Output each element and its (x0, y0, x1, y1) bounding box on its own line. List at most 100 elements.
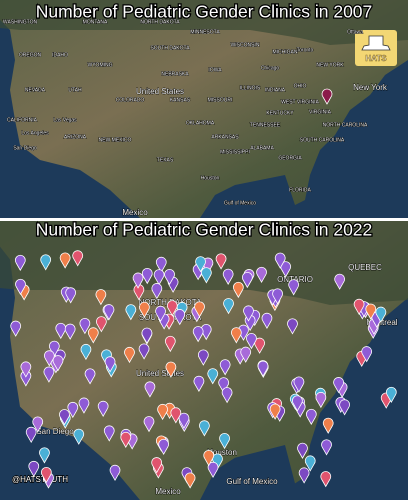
clinic-pin (141, 327, 153, 344)
place-label: MINNESOTA (190, 29, 220, 35)
place-label: NEVADA (25, 87, 46, 93)
place-label: VIRGINIA (309, 109, 332, 115)
clinic-pin (178, 412, 190, 429)
clinic-pin (219, 359, 231, 376)
clinic-pin (232, 281, 244, 299)
clinic-pin (254, 337, 265, 354)
clinic-pin (43, 366, 55, 383)
clinic-pin (218, 377, 230, 394)
clinic-pin (73, 428, 85, 445)
place-label: Los Angeles (21, 130, 49, 136)
place-label: INDIANA (265, 87, 286, 93)
clinic-pin (155, 305, 166, 322)
clinic-pin (84, 368, 96, 385)
clinic-pin (67, 401, 79, 419)
clinic-pin (269, 403, 281, 420)
clinic-pin (79, 318, 91, 335)
clinic-pin (184, 472, 196, 489)
clinic-pin (321, 439, 332, 456)
place-label: WISCONSIN (231, 42, 260, 48)
place-label: SOUTH DAKOTA (150, 45, 190, 51)
clinic-pin (87, 327, 99, 344)
clinic-pin (274, 252, 286, 269)
clinic-pin (48, 340, 60, 357)
place-label: OHIO (294, 83, 307, 89)
clinic-pin (293, 376, 305, 393)
clinic-pin (120, 431, 132, 449)
place-label: COLORADO (116, 97, 145, 103)
place-label: NORTH DAKOTA (140, 19, 180, 25)
place-label: FLORIDA (289, 187, 311, 193)
clinic-pin (109, 464, 121, 482)
place-label: Houston (201, 175, 220, 181)
clinic-pin (14, 254, 26, 272)
clinic-pin (52, 355, 64, 372)
clinic-pin (170, 407, 182, 424)
clinic-pin (223, 298, 234, 315)
clinic-pin (25, 426, 37, 443)
clinic-pin (272, 288, 283, 305)
clinic-pin (375, 306, 387, 323)
place-label: Toronto (297, 47, 314, 53)
clinic-pin (155, 256, 167, 273)
place-label: Mexico (122, 208, 148, 217)
clinic-pin (28, 460, 40, 478)
clinic-pin (124, 346, 135, 364)
place-label: United States (136, 87, 184, 96)
place-label: Montreal (366, 318, 397, 327)
clinic-pin (197, 349, 209, 366)
place-label: MISSISSIPPI (220, 149, 250, 155)
place-label: KANSAS (170, 97, 191, 103)
clinic-pin (144, 381, 156, 398)
clinic-pin (39, 447, 50, 464)
logo: HATS (355, 30, 397, 66)
clinic-pin (297, 442, 308, 459)
panel-title: Number of Pediatric Gender Clinics in 20… (36, 220, 373, 240)
panel-title: Number of Pediatric Gender Clinics in 20… (36, 2, 373, 22)
place-label: UTAH (68, 87, 82, 93)
place-label: Gulf of Mexico (226, 477, 278, 486)
clinic-pin (151, 457, 163, 474)
place-label: NEW MEXICO (99, 137, 132, 143)
clinic-pin (201, 267, 212, 284)
clinic-pin (20, 361, 32, 378)
clinic-pin (138, 343, 150, 360)
clinic-pin (256, 266, 267, 284)
clinic-pin (365, 303, 377, 320)
clinic-pin (240, 346, 252, 363)
clinic-pin (95, 289, 107, 306)
clinic-pin (104, 356, 116, 373)
clinic-pin (292, 395, 303, 412)
place-label: GEORGIA (278, 155, 302, 161)
clinic-pin (207, 461, 219, 479)
clinic-pin (194, 301, 205, 318)
place-label: ARIZONA (64, 134, 87, 140)
clinic-pin (246, 332, 257, 350)
place-label: San Diego (13, 145, 37, 151)
clinic-pin (95, 316, 107, 333)
clinic-pin (139, 301, 150, 318)
clinic-pin (174, 309, 186, 326)
place-label: KENTUCKY (266, 110, 294, 116)
place-label: Gulf of Mexico (224, 200, 256, 206)
place-label: OREGON (19, 52, 42, 58)
clinic-pin (257, 360, 269, 377)
clinic-pin (215, 253, 227, 270)
clinic-pin (195, 256, 206, 273)
place-label: NEBRASKA (161, 71, 189, 77)
place-label: TENNESSEE (250, 122, 281, 128)
place-label: NEW YORK (316, 62, 344, 68)
clinic-pin (103, 304, 115, 321)
place-label: CALIFORNIA (7, 117, 38, 123)
clinic-pin (230, 327, 242, 344)
clinic-pin (192, 326, 204, 343)
place-label: TEXAS (157, 157, 174, 163)
place-label: WYOMING (88, 62, 113, 68)
clinic-pin (10, 320, 22, 337)
clinic-pin (158, 438, 170, 456)
place-label: WASHINGTON (3, 19, 38, 25)
clinic-pin (157, 403, 168, 421)
clinic-pin (151, 283, 163, 300)
clinic-pin (199, 420, 210, 437)
